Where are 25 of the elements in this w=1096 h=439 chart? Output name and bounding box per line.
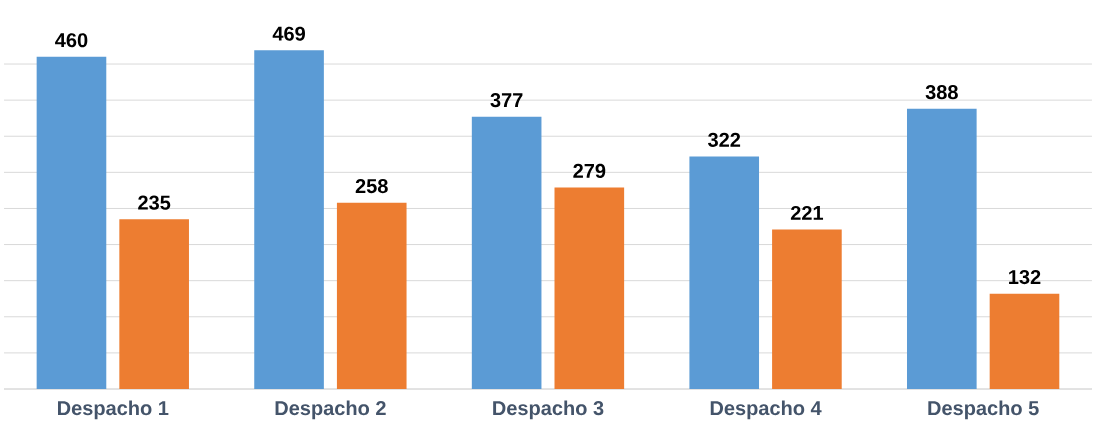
bar	[906, 108, 977, 389]
bar	[772, 229, 842, 389]
x-tick-label: Despacho 3	[493, 400, 604, 420]
bar	[336, 202, 407, 389]
bar	[119, 219, 189, 389]
bar	[254, 50, 324, 389]
bar	[36, 56, 107, 389]
bar	[989, 293, 1060, 389]
data-label: 460	[55, 33, 88, 48]
x-tick-label: Despacho 5	[928, 400, 1039, 420]
data-label: 469	[272, 26, 305, 41]
data-label: 258	[355, 178, 388, 194]
data-label: 322	[708, 132, 741, 147]
bar	[689, 156, 760, 389]
x-tick-label: Despacho 4	[710, 400, 822, 420]
data-label: 235	[138, 195, 171, 210]
x-tick-label: Despacho 2	[275, 400, 386, 420]
data-label: 388	[925, 85, 958, 100]
bar	[554, 187, 625, 389]
data-label: 221	[790, 205, 824, 220]
data-label: 377	[490, 93, 523, 108]
data-label: 132	[1009, 269, 1041, 285]
bar	[471, 116, 542, 389]
x-tick-label: Despacho 1	[58, 400, 169, 420]
data-label: 279	[573, 163, 606, 178]
